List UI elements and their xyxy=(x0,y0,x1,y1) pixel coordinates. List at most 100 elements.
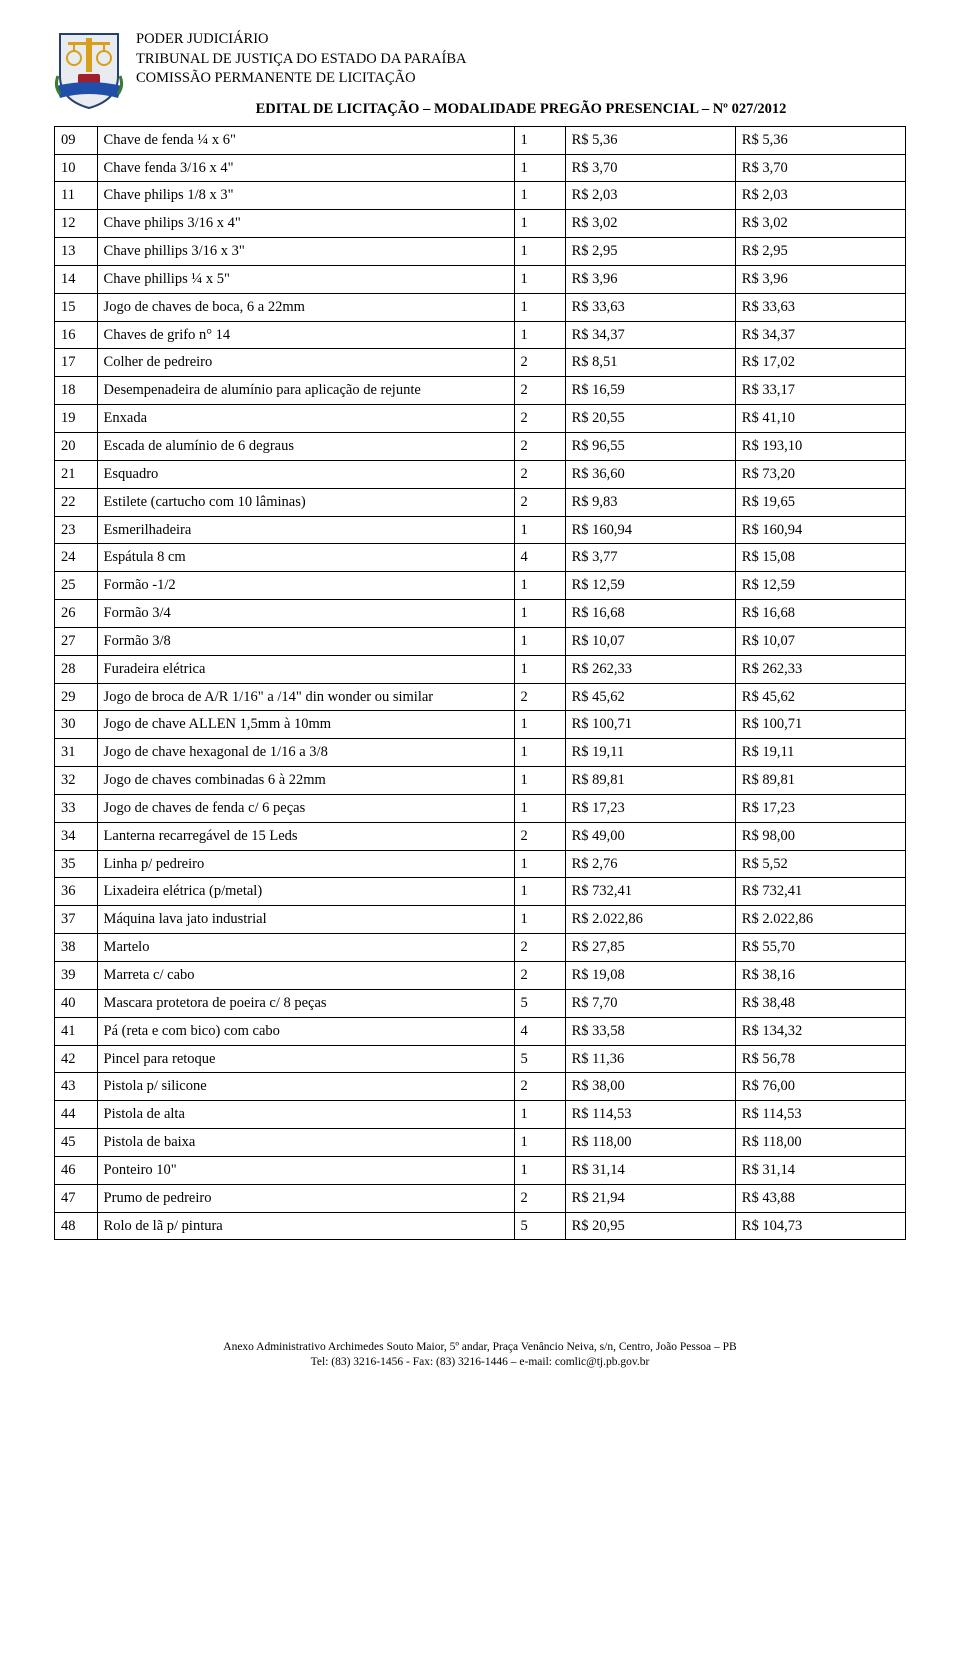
table-row: 35Linha p/ pedreiro1R$ 2,76R$ 5,52 xyxy=(55,850,906,878)
cell-unit: R$ 2,95 xyxy=(565,238,735,266)
cell-qty: 1 xyxy=(514,767,565,795)
cell-qty: 1 xyxy=(514,711,565,739)
cell-num: 21 xyxy=(55,460,98,488)
table-row: 36Lixadeira elétrica (p/metal)1R$ 732,41… xyxy=(55,878,906,906)
cell-unit: R$ 33,58 xyxy=(565,1017,735,1045)
cell-total: R$ 98,00 xyxy=(735,822,905,850)
cell-total: R$ 19,65 xyxy=(735,488,905,516)
cell-num: 37 xyxy=(55,906,98,934)
cell-total: R$ 160,94 xyxy=(735,516,905,544)
cell-desc: Colher de pedreiro xyxy=(97,349,514,377)
cell-unit: R$ 20,55 xyxy=(565,405,735,433)
cell-qty: 2 xyxy=(514,683,565,711)
table-row: 43Pistola p/ silicone2R$ 38,00R$ 76,00 xyxy=(55,1073,906,1101)
cell-qty: 5 xyxy=(514,989,565,1017)
cell-desc: Jogo de chaves de boca, 6 a 22mm xyxy=(97,293,514,321)
cell-num: 29 xyxy=(55,683,98,711)
cell-unit: R$ 27,85 xyxy=(565,934,735,962)
cell-desc: Jogo de chaves de fenda c/ 6 peças xyxy=(97,794,514,822)
table-row: 12Chave philips 3/16 x 4"1R$ 3,02R$ 3,02 xyxy=(55,210,906,238)
cell-total: R$ 2,95 xyxy=(735,238,905,266)
cell-desc: Pistola de baixa xyxy=(97,1129,514,1157)
cell-desc: Formão 3/8 xyxy=(97,627,514,655)
cell-total: R$ 3,70 xyxy=(735,154,905,182)
org-line-2: TRIBUNAL DE JUSTIÇA DO ESTADO DA PARAÍBA xyxy=(136,50,906,70)
table-row: 14Chave phillips ¼ x 5"1R$ 3,96R$ 3,96 xyxy=(55,265,906,293)
cell-num: 39 xyxy=(55,962,98,990)
cell-unit: R$ 118,00 xyxy=(565,1129,735,1157)
table-row: 32Jogo de chaves combinadas 6 à 22mm1R$ … xyxy=(55,767,906,795)
cell-unit: R$ 7,70 xyxy=(565,989,735,1017)
cell-desc: Jogo de broca de A/R 1/16" a /14" din wo… xyxy=(97,683,514,711)
cell-unit: R$ 3,02 xyxy=(565,210,735,238)
cell-qty: 1 xyxy=(514,850,565,878)
cell-qty: 1 xyxy=(514,265,565,293)
cell-total: R$ 33,63 xyxy=(735,293,905,321)
org-line-3: COMISSÃO PERMANENTE DE LICITAÇÃO xyxy=(136,69,906,89)
table-row: 22Estilete (cartucho com 10 lâminas)2R$ … xyxy=(55,488,906,516)
cell-unit: R$ 33,63 xyxy=(565,293,735,321)
cell-total: R$ 262,33 xyxy=(735,655,905,683)
cell-unit: R$ 17,23 xyxy=(565,794,735,822)
cell-qty: 2 xyxy=(514,1073,565,1101)
table-row: 48Rolo de lã p/ pintura5R$ 20,95R$ 104,7… xyxy=(55,1212,906,1240)
cell-desc: Marreta c/ cabo xyxy=(97,962,514,990)
cell-num: 45 xyxy=(55,1129,98,1157)
cell-desc: Pistola de alta xyxy=(97,1101,514,1129)
cell-unit: R$ 8,51 xyxy=(565,349,735,377)
cell-desc: Chave fenda 3/16 x 4" xyxy=(97,154,514,182)
cell-qty: 1 xyxy=(514,600,565,628)
page-footer: Anexo Administrativo Archimedes Souto Ma… xyxy=(54,1340,906,1370)
cell-unit: R$ 732,41 xyxy=(565,878,735,906)
cell-num: 47 xyxy=(55,1184,98,1212)
cell-num: 12 xyxy=(55,210,98,238)
cell-total: R$ 2.022,86 xyxy=(735,906,905,934)
table-row: 44Pistola de alta1R$ 114,53R$ 114,53 xyxy=(55,1101,906,1129)
cell-desc: Chave philips 3/16 x 4" xyxy=(97,210,514,238)
document-header: PODER JUDICIÁRIO TRIBUNAL DE JUSTIÇA DO … xyxy=(54,28,906,118)
cell-total: R$ 12,59 xyxy=(735,572,905,600)
table-row: 26Formão 3/41R$ 16,68R$ 16,68 xyxy=(55,600,906,628)
cell-qty: 2 xyxy=(514,405,565,433)
cell-qty: 1 xyxy=(514,182,565,210)
table-row: 37Máquina lava jato industrial1R$ 2.022,… xyxy=(55,906,906,934)
table-row: 16Chaves de grifo n° 141R$ 34,37R$ 34,37 xyxy=(55,321,906,349)
cell-desc: Ponteiro 10" xyxy=(97,1156,514,1184)
cell-desc: Pistola p/ silicone xyxy=(97,1073,514,1101)
cell-total: R$ 56,78 xyxy=(735,1045,905,1073)
cell-total: R$ 19,11 xyxy=(735,739,905,767)
table-row: 25Formão -1/21R$ 12,59R$ 12,59 xyxy=(55,572,906,600)
cell-num: 46 xyxy=(55,1156,98,1184)
table-row: 39Marreta c/ cabo2R$ 19,08R$ 38,16 xyxy=(55,962,906,990)
cell-num: 38 xyxy=(55,934,98,962)
cell-qty: 4 xyxy=(514,1017,565,1045)
cell-desc: Rolo de lã p/ pintura xyxy=(97,1212,514,1240)
cell-unit: R$ 2,03 xyxy=(565,182,735,210)
cell-qty: 2 xyxy=(514,962,565,990)
table-row: 28Furadeira elétrica1R$ 262,33R$ 262,33 xyxy=(55,655,906,683)
cell-total: R$ 104,73 xyxy=(735,1212,905,1240)
table-row: 40Mascara protetora de poeira c/ 8 peças… xyxy=(55,989,906,1017)
cell-total: R$ 33,17 xyxy=(735,377,905,405)
cell-num: 11 xyxy=(55,182,98,210)
cell-unit: R$ 19,08 xyxy=(565,962,735,990)
table-row: 18Desempenadeira de alumínio para aplica… xyxy=(55,377,906,405)
cell-unit: R$ 16,68 xyxy=(565,600,735,628)
cell-unit: R$ 19,11 xyxy=(565,739,735,767)
cell-desc: Lixadeira elétrica (p/metal) xyxy=(97,878,514,906)
cell-total: R$ 134,32 xyxy=(735,1017,905,1045)
cell-qty: 5 xyxy=(514,1212,565,1240)
cell-unit: R$ 96,55 xyxy=(565,432,735,460)
cell-desc: Martelo xyxy=(97,934,514,962)
cell-unit: R$ 3,77 xyxy=(565,544,735,572)
footer-address: Anexo Administrativo Archimedes Souto Ma… xyxy=(54,1340,906,1355)
cell-desc: Formão 3/4 xyxy=(97,600,514,628)
cell-num: 16 xyxy=(55,321,98,349)
cell-qty: 1 xyxy=(514,878,565,906)
cell-num: 43 xyxy=(55,1073,98,1101)
cell-num: 33 xyxy=(55,794,98,822)
cell-unit: R$ 10,07 xyxy=(565,627,735,655)
table-row: 23Esmerilhadeira1R$ 160,94R$ 160,94 xyxy=(55,516,906,544)
cell-total: R$ 41,10 xyxy=(735,405,905,433)
cell-qty: 1 xyxy=(514,1101,565,1129)
